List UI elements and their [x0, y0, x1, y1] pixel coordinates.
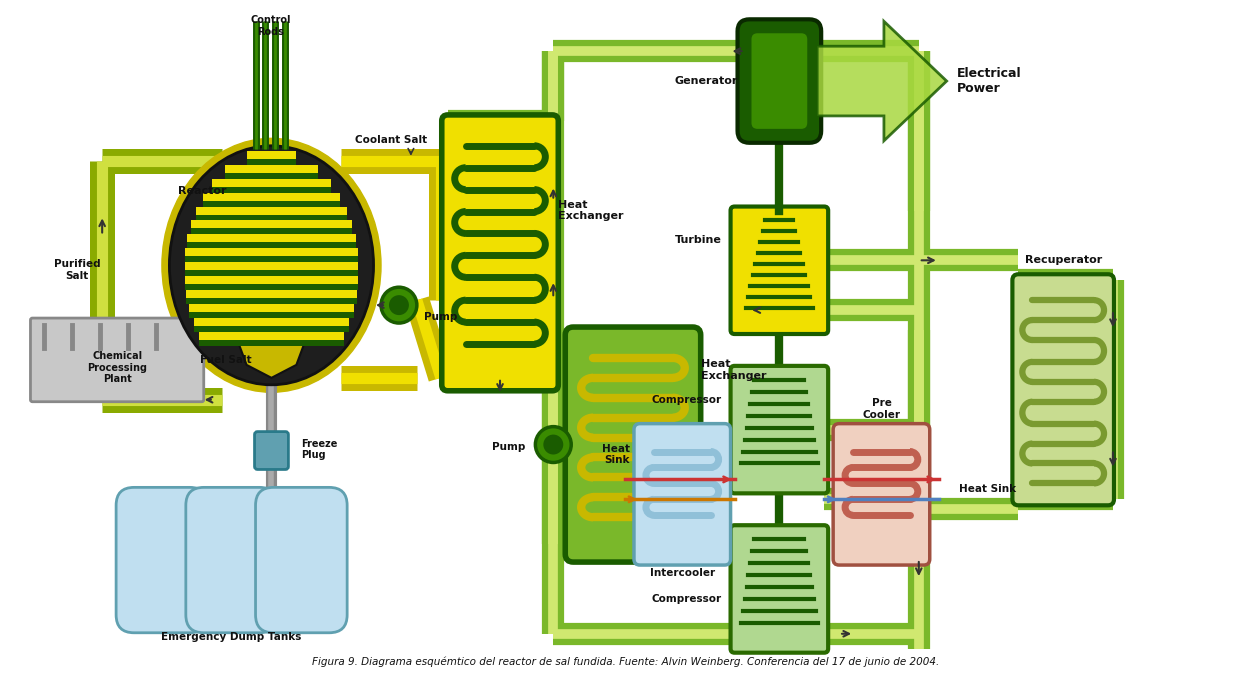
Bar	[212, 178, 332, 186]
Text: Heat
Sink: Heat Sink	[602, 444, 630, 465]
Bar	[247, 159, 297, 165]
Text: Pre
Cooler: Pre Cooler	[863, 398, 900, 420]
Bar	[185, 262, 358, 271]
FancyBboxPatch shape	[634, 423, 731, 565]
FancyBboxPatch shape	[751, 33, 808, 129]
Circle shape	[543, 435, 563, 454]
Bar	[224, 173, 318, 178]
Bar	[189, 312, 354, 318]
Bar	[194, 326, 349, 332]
Bar	[185, 276, 358, 284]
Bar	[185, 298, 357, 304]
FancyBboxPatch shape	[737, 20, 821, 143]
Text: Figura 9. Diagrama esquémtico del reactor de sal fundida. Fuente: Alvin Weinberg: Figura 9. Diagrama esquémtico del reacto…	[313, 656, 939, 667]
Text: Coolant Salt: Coolant Salt	[354, 135, 427, 145]
Circle shape	[381, 287, 417, 323]
FancyBboxPatch shape	[254, 431, 288, 470]
Text: Heat
Exchanger: Heat Exchanger	[701, 359, 766, 381]
Bar	[203, 201, 341, 207]
Text: Chemical
Processing
Plant: Chemical Processing Plant	[88, 351, 146, 384]
Text: Control
Rods: Control Rods	[250, 15, 290, 37]
Bar	[189, 304, 354, 312]
Bar	[224, 165, 318, 173]
Text: Generator: Generator	[674, 76, 737, 86]
Text: Compressor: Compressor	[651, 395, 721, 404]
FancyBboxPatch shape	[185, 487, 278, 633]
Text: Freeze
Plug: Freeze Plug	[302, 439, 338, 460]
Bar	[195, 207, 347, 215]
Text: Fuel Salt: Fuel Salt	[200, 355, 252, 365]
Bar	[187, 242, 356, 248]
Bar	[185, 284, 358, 290]
Text: Heat
Exchanger: Heat Exchanger	[558, 200, 623, 221]
Bar	[194, 318, 349, 326]
Bar	[247, 151, 297, 159]
Bar	[185, 256, 358, 262]
FancyBboxPatch shape	[30, 318, 204, 402]
Polygon shape	[818, 22, 947, 141]
Text: Recuperator: Recuperator	[1024, 255, 1102, 265]
Bar	[199, 332, 344, 340]
Text: Pump: Pump	[492, 441, 526, 452]
Circle shape	[536, 427, 571, 462]
Bar	[203, 192, 341, 201]
FancyBboxPatch shape	[731, 366, 828, 493]
FancyBboxPatch shape	[731, 525, 828, 653]
FancyBboxPatch shape	[1013, 275, 1114, 505]
FancyBboxPatch shape	[255, 487, 347, 633]
Text: Emergency Dump Tanks: Emergency Dump Tanks	[162, 632, 302, 642]
FancyBboxPatch shape	[833, 423, 930, 565]
Bar	[199, 340, 344, 346]
FancyBboxPatch shape	[731, 207, 828, 334]
FancyBboxPatch shape	[565, 327, 701, 562]
Text: Electrical
Power: Electrical Power	[957, 67, 1022, 95]
Text: Compressor: Compressor	[651, 594, 721, 604]
Polygon shape	[234, 330, 309, 378]
Text: Turbine: Turbine	[675, 236, 721, 246]
Bar	[185, 271, 358, 276]
Circle shape	[389, 295, 409, 315]
Text: Reactor: Reactor	[178, 186, 227, 196]
Text: Purified
Salt: Purified Salt	[54, 260, 100, 281]
FancyBboxPatch shape	[442, 115, 558, 391]
Bar	[187, 234, 356, 242]
Bar	[185, 290, 357, 298]
FancyBboxPatch shape	[116, 487, 208, 633]
Bar	[212, 186, 332, 192]
Ellipse shape	[169, 146, 373, 385]
Bar	[190, 228, 352, 234]
Bar	[190, 221, 352, 228]
Text: Pump: Pump	[424, 312, 457, 322]
Bar	[185, 248, 358, 256]
Ellipse shape	[162, 139, 381, 392]
Bar	[195, 215, 347, 221]
Text: Intercooler: Intercooler	[650, 568, 715, 578]
Text: Heat Sink: Heat Sink	[959, 485, 1015, 495]
